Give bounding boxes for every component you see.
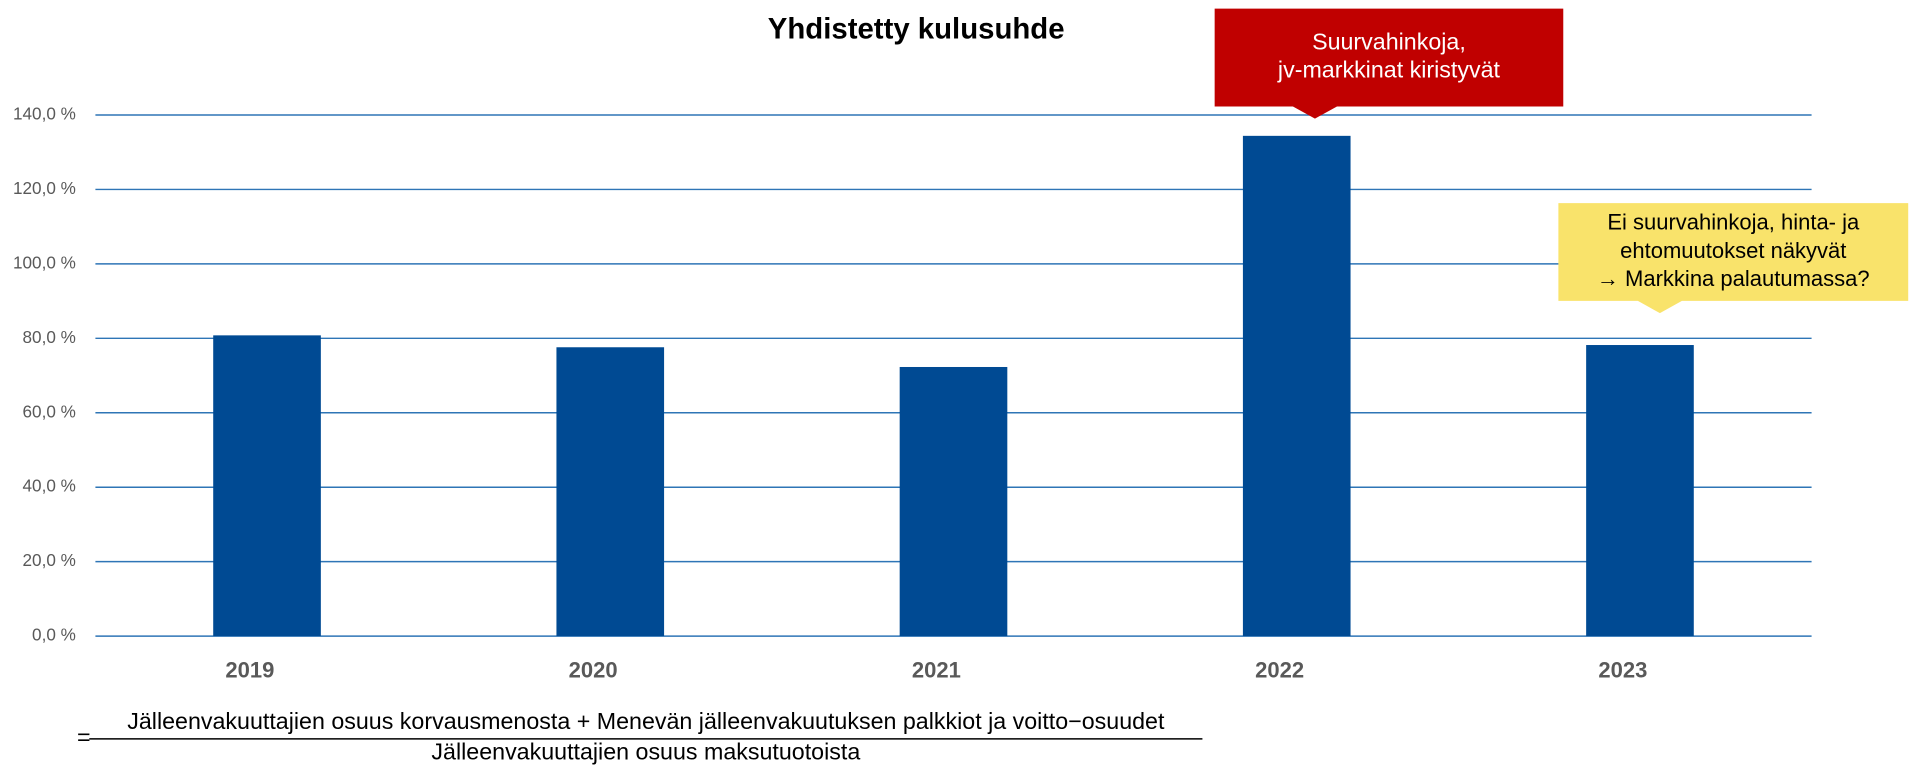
bar xyxy=(213,335,321,637)
callout-text: ehtomuutokset näkyvät xyxy=(1620,238,1846,263)
formula-prefix: = xyxy=(77,724,91,750)
callout-text: → Markkina palautumassa? xyxy=(1597,266,1870,291)
callout-box xyxy=(1558,203,1909,314)
callout-text: Suurvahinkoja, xyxy=(1312,29,1466,55)
x-tick-label: 2019 xyxy=(225,657,274,682)
x-tick-label: 2020 xyxy=(569,657,618,682)
callout-text: jv-markkinat kiristyvät xyxy=(1277,57,1501,83)
y-tick-label: 140,0 % xyxy=(13,105,76,124)
bar xyxy=(899,366,1008,637)
y-tick-label: 120,0 % xyxy=(13,179,76,198)
x-tick-label: 2022 xyxy=(1255,657,1304,682)
bar xyxy=(556,347,665,637)
y-tick-label: 0,0 % xyxy=(32,626,76,645)
formula-numerator: Jälleenvakuuttajien osuus korvausmenosta… xyxy=(127,708,1165,734)
y-tick-label: 60,0 % xyxy=(23,402,76,421)
formula-denominator: Jälleenvakuuttajien osuus maksutuotoista xyxy=(431,739,860,765)
bar xyxy=(1586,345,1694,637)
bar xyxy=(1242,135,1351,637)
y-tick-label: 40,0 % xyxy=(23,477,76,496)
callout-box xyxy=(1214,8,1564,119)
y-tick-label: 100,0 % xyxy=(13,253,76,272)
x-tick-label: 2023 xyxy=(1598,657,1647,682)
y-tick-label: 80,0 % xyxy=(23,328,76,347)
x-tick-label: 2021 xyxy=(912,657,961,682)
y-tick-label: 20,0 % xyxy=(23,551,76,570)
callout-text: Ei suurvahinkoja, hinta- ja xyxy=(1607,210,1860,235)
chart-title: Yhdistetty kulusuhde xyxy=(768,12,1065,45)
